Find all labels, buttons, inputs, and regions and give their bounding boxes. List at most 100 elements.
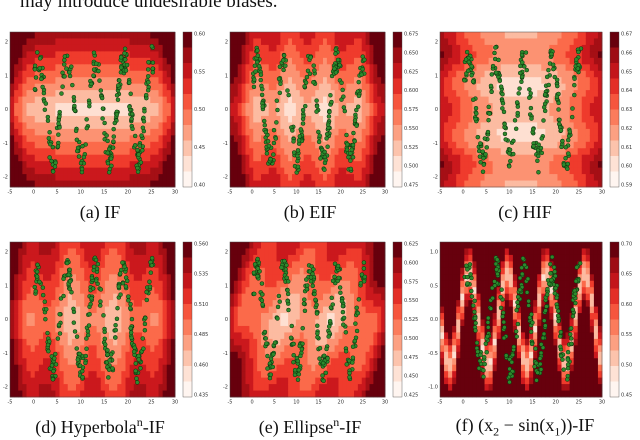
heatmap-cell <box>117 287 122 295</box>
heatmap-cell <box>47 109 52 117</box>
heatmap-cell <box>113 57 118 65</box>
heatmap-cell <box>34 377 40 385</box>
heatmap-cell <box>76 338 81 346</box>
heatmap-cell <box>14 338 19 346</box>
heatmap-cell <box>249 38 254 46</box>
scatter-point <box>135 165 140 171</box>
heatmap-cell <box>166 128 172 136</box>
heatmap-cell <box>276 135 281 143</box>
heatmap-cell <box>381 154 386 162</box>
heatmap-cell <box>26 70 32 78</box>
heatmap-cell <box>100 148 106 156</box>
heatmap-cell <box>84 267 89 275</box>
heatmap-cell <box>484 167 489 175</box>
heatmap-cell <box>51 306 56 314</box>
heatmap-cell <box>593 38 599 46</box>
heatmap-cell <box>488 141 494 149</box>
heatmap-cell <box>96 38 102 46</box>
heatmap-cell <box>529 180 534 188</box>
heatmap-cell <box>585 90 591 97</box>
heatmap-cell <box>59 377 65 385</box>
heatmap-cell <box>59 267 65 275</box>
scatter-point <box>478 160 483 165</box>
heatmap-cell <box>537 70 542 78</box>
heatmap-cell <box>569 148 575 156</box>
scatter-point <box>481 155 486 161</box>
scatter-point <box>32 284 38 290</box>
heatmap-cell <box>484 64 489 72</box>
heatmap-cell <box>472 44 477 52</box>
heatmap-cell <box>230 135 235 143</box>
heatmap-cell <box>338 51 343 59</box>
heatmap-cell <box>484 57 489 65</box>
heatmap-cell <box>230 38 235 46</box>
heatmap-cell <box>92 103 98 110</box>
scatter-point <box>539 136 544 141</box>
heatmap-cell <box>456 180 461 188</box>
heatmap-cell <box>84 242 89 249</box>
heatmap-cell <box>346 70 351 78</box>
heatmap-cell <box>59 96 65 104</box>
heatmap-cell <box>350 103 355 110</box>
heatmap-cell <box>444 122 449 130</box>
scatter-point <box>500 101 506 106</box>
scatter-point <box>550 62 556 68</box>
heatmap-cell <box>43 167 48 175</box>
heatmap-cell <box>284 109 289 117</box>
heatmap-cell <box>38 167 44 175</box>
heatmap-cell <box>133 135 139 143</box>
heatmap-cell <box>472 32 477 39</box>
heatmap-cell <box>84 364 89 372</box>
colorbar-tick-label: 0.45 <box>194 145 205 151</box>
heatmap-cell <box>553 154 558 162</box>
x-tick-label: 20 <box>553 190 559 196</box>
heatmap-cell <box>146 154 151 162</box>
heatmap-cell <box>303 174 308 181</box>
heatmap-cell <box>51 280 56 288</box>
heatmap-cell <box>369 167 374 175</box>
heatmap-cell <box>125 38 131 46</box>
heatmap-cell <box>299 141 305 149</box>
heatmap-cell <box>80 345 85 353</box>
heatmap-cell <box>496 154 502 162</box>
heatmap-cell <box>573 174 579 181</box>
scatter-point <box>291 150 297 155</box>
heatmap-cell <box>249 161 254 169</box>
heatmap-cell <box>230 174 235 181</box>
heatmap-cell <box>346 44 351 52</box>
heatmap-cell <box>585 167 591 175</box>
heatmap-cell <box>276 128 281 136</box>
heatmap-cell <box>245 128 250 136</box>
scatter-point <box>93 257 99 263</box>
scatter-point <box>44 307 49 312</box>
heatmap-cell <box>448 70 453 78</box>
scatter-point <box>49 158 54 164</box>
heatmap-cell <box>109 338 114 346</box>
heatmap-cell <box>237 83 243 91</box>
heatmap-cell <box>468 109 473 117</box>
heatmap-cell <box>589 44 595 52</box>
scatter-point <box>567 129 573 134</box>
heatmap-cell <box>125 371 131 379</box>
heatmap-cell <box>22 306 27 314</box>
heatmap-cell <box>10 345 15 353</box>
scatter-point <box>46 348 51 354</box>
heatmap-cell <box>261 180 266 188</box>
heatmap-cell <box>104 332 110 340</box>
heatmap-cell <box>295 122 301 130</box>
heatmap-cell <box>545 32 550 39</box>
heatmap-cell <box>512 90 518 97</box>
heatmap-cell <box>146 274 151 282</box>
heatmap-cell <box>276 109 281 117</box>
heatmap-cell <box>589 96 595 104</box>
heatmap-cell <box>573 83 579 91</box>
scatter-point <box>465 68 471 74</box>
heatmap-cell <box>162 51 168 59</box>
heatmap-cell <box>549 161 554 169</box>
heatmap-cell <box>76 364 81 372</box>
scatter-point <box>137 143 142 148</box>
heatmap-cell <box>565 77 570 85</box>
heatmap-cell <box>496 32 502 39</box>
heatmap-cell <box>43 154 48 162</box>
heatmap-cell <box>525 38 530 46</box>
